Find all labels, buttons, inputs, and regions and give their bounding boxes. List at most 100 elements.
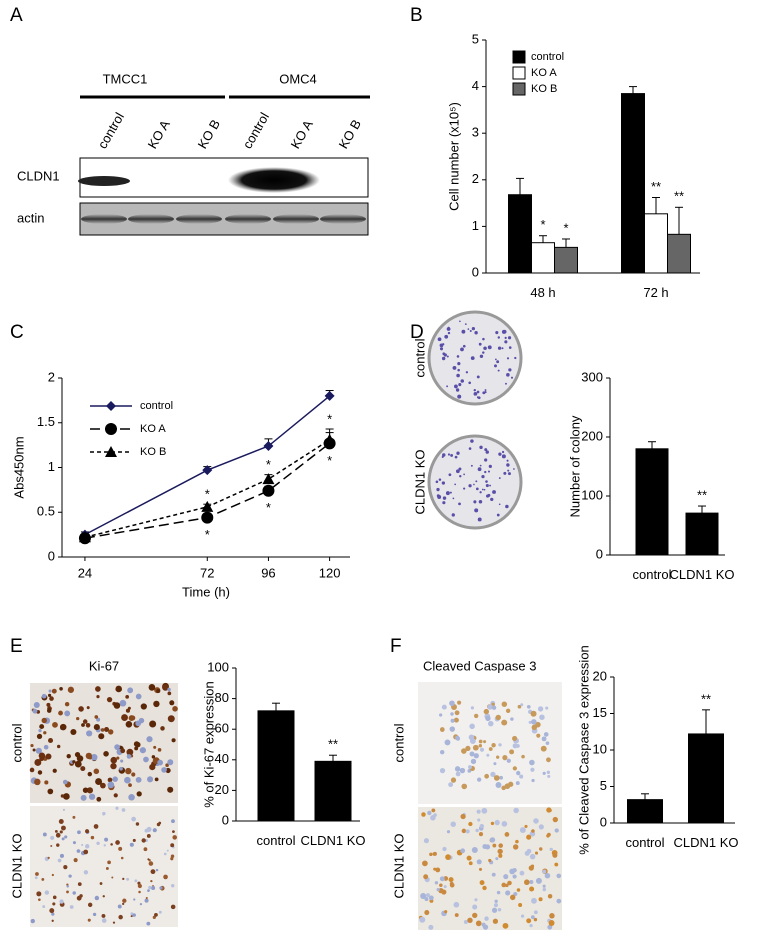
cell <box>157 759 164 766</box>
cell <box>66 890 69 894</box>
cell <box>127 687 134 694</box>
cell <box>83 849 89 855</box>
cell <box>474 898 478 902</box>
colony <box>481 488 484 491</box>
cell <box>47 788 54 795</box>
legend-swatch <box>512 82 526 96</box>
colony <box>451 513 455 517</box>
micrograph <box>418 682 562 804</box>
cell <box>128 793 135 801</box>
colony <box>501 454 506 459</box>
cell <box>44 890 50 895</box>
cell <box>38 728 42 733</box>
cell <box>547 893 553 899</box>
marker <box>262 473 275 485</box>
colony <box>455 388 460 392</box>
cell <box>420 893 427 899</box>
cell <box>498 743 502 747</box>
colony <box>475 487 479 491</box>
cell <box>114 744 121 750</box>
cell <box>512 743 518 749</box>
cell <box>501 701 508 707</box>
cell <box>154 913 158 917</box>
bar <box>314 760 352 822</box>
cell <box>59 899 64 904</box>
colony <box>450 453 454 457</box>
cell <box>439 713 443 717</box>
cell <box>47 693 52 697</box>
colony <box>454 483 457 486</box>
colony <box>458 502 461 506</box>
colony <box>485 450 489 454</box>
x-tick-label: 96 <box>261 565 275 580</box>
cell <box>454 766 461 772</box>
lane-label: KO B <box>336 117 365 151</box>
cell <box>95 686 101 692</box>
colony <box>494 364 497 368</box>
panel-label: B <box>410 5 423 26</box>
colony <box>446 327 451 331</box>
cell <box>111 876 114 879</box>
cell <box>440 750 445 755</box>
cell <box>72 841 76 845</box>
cell <box>516 888 521 892</box>
cell <box>34 778 41 786</box>
cell <box>497 848 503 855</box>
cell <box>30 918 35 924</box>
cell <box>504 832 510 837</box>
colony <box>485 480 488 483</box>
cell <box>92 912 97 917</box>
cell <box>118 846 123 851</box>
cell <box>172 706 178 712</box>
cell <box>539 714 545 720</box>
lane-label: control <box>240 110 273 151</box>
cell <box>46 708 52 713</box>
cell <box>535 877 542 884</box>
colony <box>495 331 499 335</box>
y-tick-label: 40 <box>215 751 229 766</box>
y-tick-label: 15 <box>593 705 607 720</box>
cell <box>443 885 447 889</box>
cell <box>90 753 98 761</box>
cell <box>468 821 473 827</box>
colony <box>484 389 487 392</box>
colony <box>442 496 447 500</box>
cell <box>547 774 551 778</box>
cell <box>469 723 475 730</box>
cell <box>529 880 534 885</box>
y-tick-label: 0.5 <box>37 504 55 519</box>
cell <box>171 905 175 909</box>
colony <box>514 356 517 360</box>
cell <box>460 848 466 854</box>
cell <box>455 771 461 777</box>
cell <box>55 832 61 838</box>
cell <box>494 819 500 826</box>
colony <box>470 356 475 361</box>
significance: * <box>205 487 210 502</box>
cell <box>486 753 490 757</box>
cell <box>51 919 54 922</box>
colony <box>498 477 501 479</box>
colony <box>485 483 489 488</box>
cell <box>147 889 150 892</box>
cell <box>124 776 131 784</box>
colony <box>468 447 472 450</box>
cell <box>171 819 175 824</box>
cell <box>135 693 142 700</box>
cell <box>422 860 428 867</box>
colony <box>456 373 460 378</box>
cell <box>552 816 558 823</box>
row-label: CLDN1 <box>17 168 60 183</box>
cell <box>74 760 82 768</box>
cell <box>73 858 78 863</box>
cell <box>96 841 100 845</box>
cell <box>50 835 55 840</box>
cell <box>469 751 475 757</box>
cell <box>495 857 499 861</box>
cell <box>490 821 495 826</box>
cell <box>471 847 478 854</box>
cell <box>460 813 466 820</box>
cell <box>68 874 72 878</box>
cell <box>478 832 484 837</box>
